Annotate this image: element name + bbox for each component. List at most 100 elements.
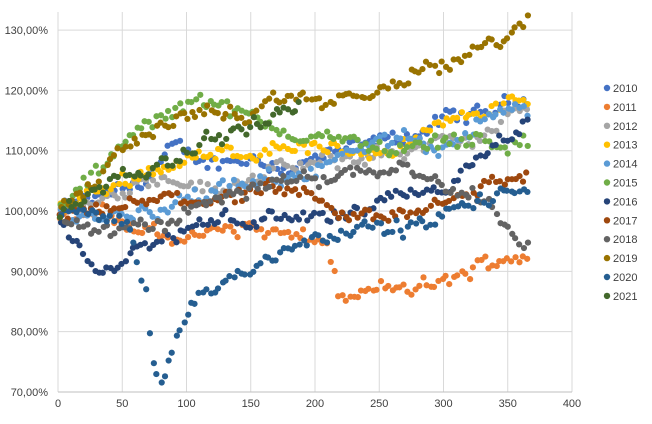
data-point-2015 [172,104,179,112]
data-point-2010 [463,119,470,127]
data-point-2018 [137,216,144,223]
data-point-2012 [249,172,256,179]
data-point-2014 [257,173,264,180]
data-point-2013 [126,182,133,190]
data-point-2016 [158,238,165,245]
data-point-2011 [516,259,523,266]
data-point-2011 [185,234,192,241]
y-tick-label: 130,00% [5,25,49,37]
data-point-2013 [324,149,331,156]
data-point-2019 [281,98,288,105]
data-point-2011 [339,292,346,299]
data-point-2015 [403,143,410,151]
data-point-2018 [181,205,188,212]
legend-label-2017: 2017 [613,215,637,227]
data-point-2015 [138,125,145,132]
data-point-2018 [347,164,354,171]
data-point-2020 [296,241,303,248]
data-point-2018 [449,185,457,193]
data-point-2013 [253,157,260,164]
data-point-2010 [215,165,222,172]
data-point-2016 [234,220,241,227]
data-point-2015 [188,98,195,106]
data-point-2016 [454,177,461,184]
data-point-2011 [293,231,300,238]
data-point-2018 [188,203,195,210]
y-tick-label: 90,00% [11,266,49,278]
data-point-2019 [238,114,245,121]
data-point-2020 [100,213,107,220]
data-point-2015 [280,127,287,134]
data-point-2018 [297,173,304,181]
data-point-2021 [149,164,156,172]
data-point-2016 [469,162,476,169]
data-point-2018 [357,167,364,174]
data-point-2019 [426,61,433,69]
data-point-2021 [137,172,144,179]
data-point-2018 [288,178,295,185]
data-point-2016 [268,208,275,215]
data-point-2017 [485,179,493,186]
data-point-2020 [470,205,477,212]
data-point-2021 [247,124,254,131]
data-point-2017 [496,178,503,185]
data-point-2018 [469,184,476,192]
data-point-2015 [393,150,400,157]
data-point-2021 [250,114,258,121]
data-point-2019 [369,92,376,100]
data-point-2021 [295,98,302,106]
data-point-2012 [114,195,121,202]
data-point-2020 [257,260,264,267]
x-tick-label: 150 [242,398,260,410]
data-point-2017 [323,201,330,209]
data-point-2012 [145,183,152,190]
data-point-2013 [227,144,234,151]
data-point-2015 [450,131,458,138]
data-point-2019 [149,133,157,141]
data-point-2016 [173,239,180,246]
data-point-2016 [311,209,318,217]
data-point-2012 [476,137,484,145]
data-point-2011 [234,234,241,241]
y-tick-label: 120,00% [5,85,49,97]
data-point-2015 [446,140,453,148]
data-point-2013 [261,146,268,153]
data-point-2015 [145,118,152,125]
data-point-2018 [438,181,445,189]
data-point-2021 [276,109,283,116]
data-point-2020 [191,300,198,307]
data-point-2021 [176,158,184,165]
data-point-2011 [139,229,146,237]
data-point-2012 [199,188,206,195]
data-point-2013 [157,169,164,176]
data-point-2020 [222,277,229,284]
data-point-2019 [469,43,476,50]
data-point-2020 [143,286,150,293]
data-point-2016 [319,209,326,217]
data-point-2020 [389,228,396,236]
data-point-2015 [454,143,461,151]
data-point-2021 [230,125,237,132]
data-point-2014 [149,213,156,220]
x-tick-label: 200 [306,398,324,410]
data-point-2016 [281,211,288,219]
data-point-2019 [458,58,465,66]
y-tick-label: 100,00% [5,206,49,218]
data-point-2013 [116,180,123,188]
data-point-2014 [508,106,516,113]
legend-marker-2011 [603,103,611,111]
data-point-2019 [322,101,329,109]
data-point-2010 [505,100,512,107]
data-point-2020 [103,218,110,225]
data-point-2018 [280,172,287,180]
data-point-2021 [257,124,264,131]
legend-marker-2014 [603,160,611,167]
data-point-2015 [388,148,395,156]
data-point-2013 [150,171,157,178]
data-point-2013 [266,150,273,157]
data-point-2019 [181,109,188,117]
legend-label-2018: 2018 [613,234,637,246]
data-point-2017 [153,197,161,205]
data-point-2021 [60,205,67,213]
data-point-2016 [381,197,388,204]
